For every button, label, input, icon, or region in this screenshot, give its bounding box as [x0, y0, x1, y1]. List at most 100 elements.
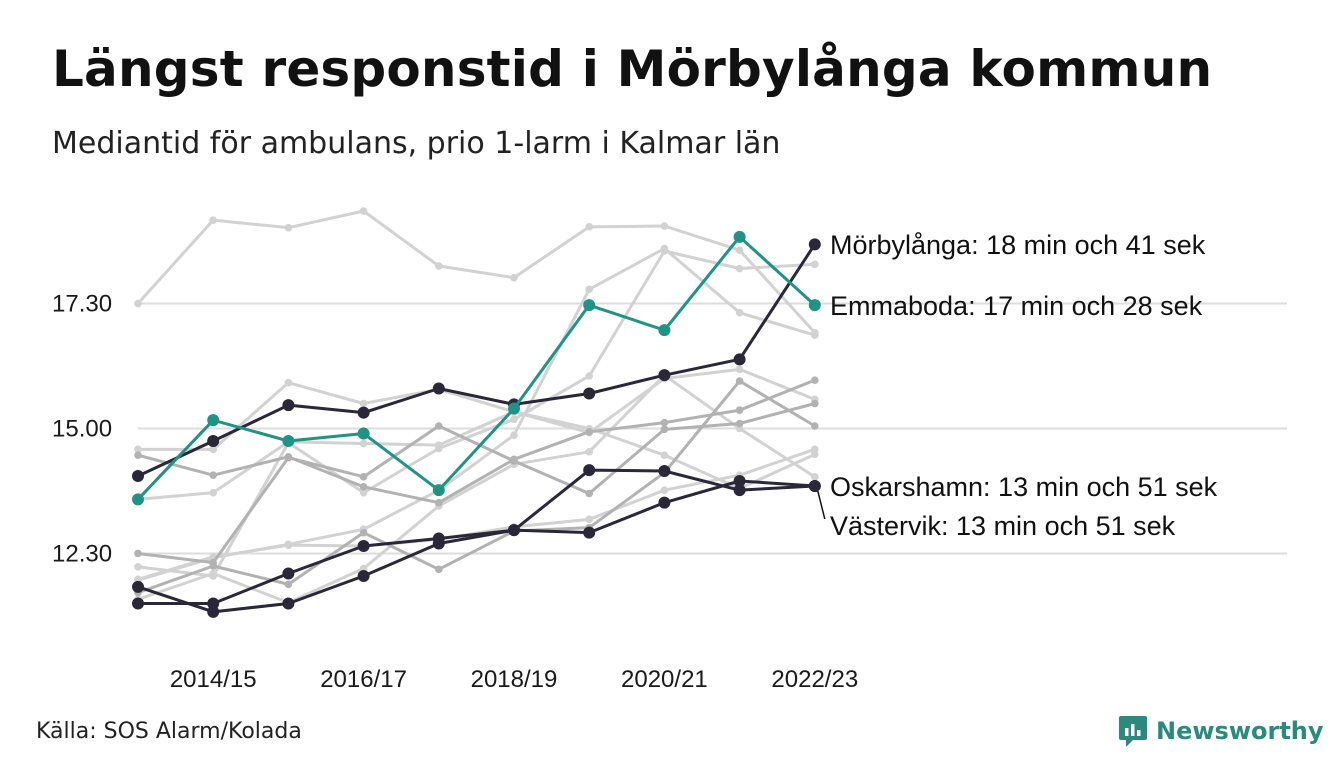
highlighted-point [432, 484, 445, 497]
highlighted-point [733, 474, 746, 487]
highlighted-point [658, 496, 671, 509]
highlighted-point [583, 464, 596, 477]
highlighted-series [132, 464, 821, 618]
background-point [660, 244, 669, 253]
highlighted-series-line [138, 479, 815, 605]
background-point [435, 498, 443, 507]
highlighted-point [508, 402, 520, 415]
x-tick-label: 2014/15 [170, 666, 257, 693]
highlighted-point [132, 469, 144, 482]
series-label: Oskarshamn: 13 min och 51 sek [830, 472, 1218, 502]
highlighted-point [282, 434, 295, 447]
background-point [585, 515, 593, 524]
newsworthy-logo-icon [1119, 716, 1147, 747]
brand-logo[interactable]: Newsworthy [1118, 714, 1324, 748]
highlighted-series [132, 474, 821, 610]
highlighted-point [658, 324, 671, 337]
highlighted-point [282, 597, 295, 610]
highlighted-point [432, 382, 445, 395]
background-series [134, 207, 819, 337]
background-point [660, 418, 669, 427]
background-point [284, 378, 293, 387]
background-point [359, 488, 368, 497]
background-point [510, 457, 518, 465]
highlighted-series-line [137, 468, 815, 614]
background-point [435, 565, 443, 574]
highlighted-point [583, 526, 596, 539]
background-point [435, 422, 443, 430]
background-series [134, 445, 819, 584]
series-label: Emmaboda: 17 min och 28 sek [830, 291, 1203, 321]
background-point [811, 422, 819, 430]
background-point [510, 431, 518, 439]
highlighted-point [357, 539, 370, 552]
highlighted-point [282, 567, 295, 580]
x-axis-labels: 2014/15 2016/17 2018/19 2020/21 2022/23 [170, 666, 858, 693]
background-point [134, 563, 142, 571]
background-point [359, 207, 368, 215]
highlighted-point [808, 238, 821, 251]
highlighted-point [132, 493, 144, 506]
background-point [585, 489, 593, 498]
highlighted-point [808, 299, 821, 312]
highlighted-point [808, 479, 821, 492]
background-point [585, 448, 593, 456]
highlighted-point [658, 369, 671, 382]
background-point [359, 483, 368, 491]
background-point [284, 541, 293, 549]
highlighted-series-line [137, 243, 817, 478]
background-point [209, 445, 217, 454]
background-point [811, 260, 819, 269]
background-point [660, 222, 669, 230]
highlighted-point [282, 399, 295, 412]
highlighted-series [132, 238, 821, 482]
y-tick-label: 15.00 [52, 416, 112, 443]
x-tick-label: 2018/19 [471, 666, 558, 693]
source-note: Källa: SOS Alarm/Kolada [36, 719, 302, 744]
background-point [435, 444, 443, 453]
background-point [585, 285, 593, 294]
highlighted-point [432, 537, 445, 550]
background-series-line [137, 378, 816, 505]
background-point [735, 264, 744, 273]
highlighted-point [132, 597, 144, 610]
background-point [134, 299, 142, 308]
background-point [735, 377, 744, 385]
background-point [811, 331, 819, 339]
highlighted-point [207, 597, 220, 610]
background-point [209, 216, 217, 224]
highlighted-point [357, 427, 370, 440]
background-point [209, 471, 217, 479]
highlighted-point [207, 605, 220, 618]
highlighted-point [733, 230, 746, 243]
background-point [660, 486, 669, 494]
highlighted-point [508, 524, 520, 537]
background-series-line [137, 379, 816, 595]
y-axis-labels: 12.30 15.00 17.30 [52, 291, 112, 568]
series-labels: Mörbylånga: 18 min och 41 sek Emmaboda: 1… [817, 230, 1218, 541]
chart-title: Längst responstid i Mörbylånga kommun [52, 40, 1213, 98]
y-tick-label: 17.30 [52, 291, 112, 318]
highlighted-series-layer [132, 230, 821, 618]
background-point [811, 399, 819, 408]
background-point [209, 562, 217, 570]
highlighted-series-line [136, 235, 816, 501]
x-tick-label: 2016/17 [320, 666, 407, 693]
background-point [585, 428, 593, 436]
brand-name: Newsworthy [1156, 717, 1324, 745]
background-point [209, 488, 217, 497]
highlighted-point [207, 414, 220, 427]
background-series-line [136, 209, 816, 334]
background-point [359, 439, 368, 448]
highlighted-point [583, 387, 596, 400]
highlighted-point [357, 569, 370, 582]
background-point [811, 445, 819, 454]
background-point [359, 399, 368, 408]
background-series-line [138, 367, 816, 451]
x-tick-label: 2020/21 [621, 666, 708, 693]
background-point [660, 425, 669, 434]
background-point [209, 569, 217, 578]
background-point [134, 445, 142, 454]
background-point [284, 223, 293, 232]
background-point [510, 415, 518, 424]
